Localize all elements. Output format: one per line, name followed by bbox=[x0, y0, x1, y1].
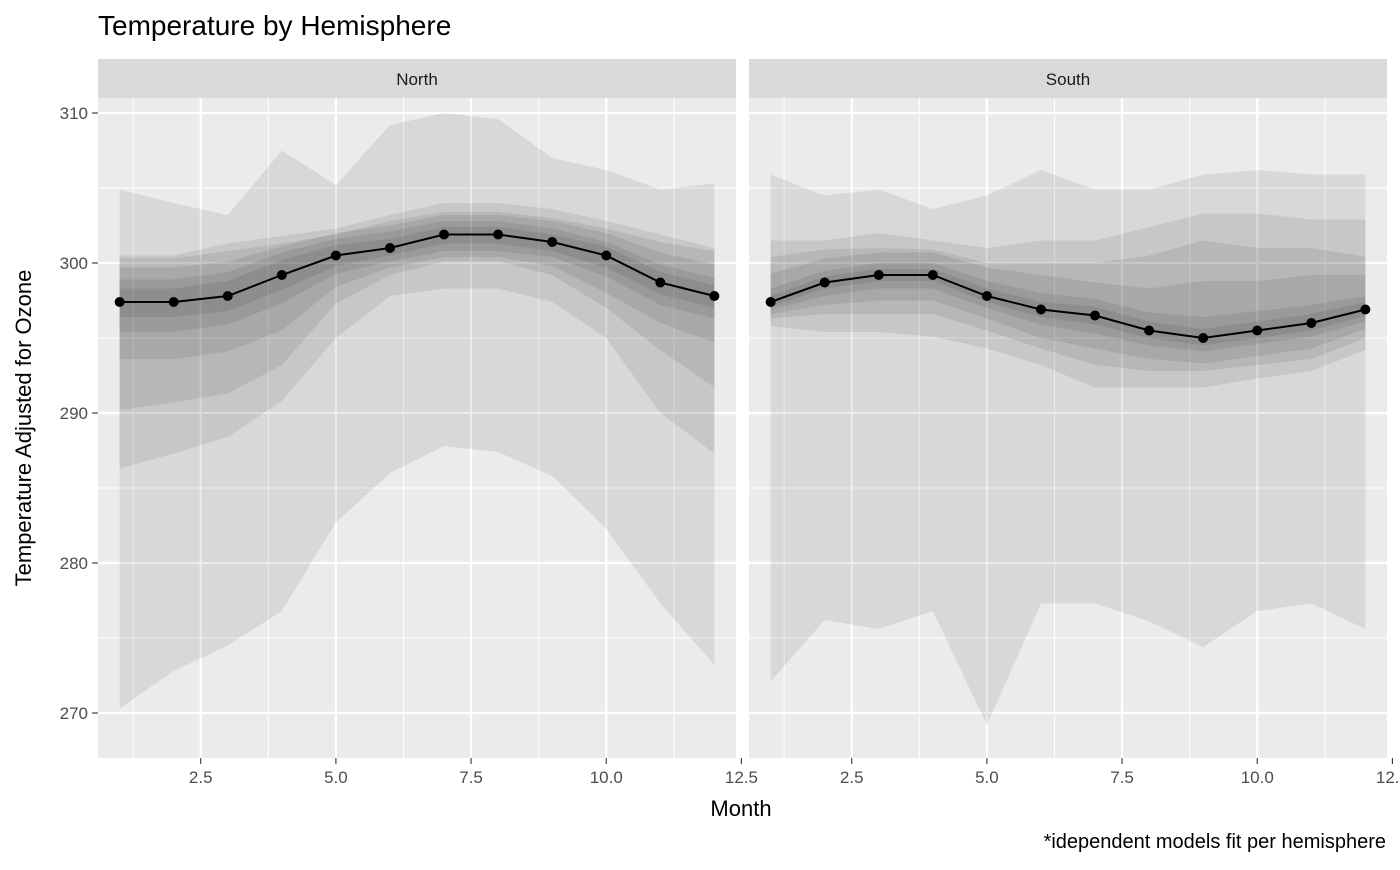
data-point bbox=[384, 243, 395, 253]
data-point bbox=[330, 250, 341, 261]
chart-caption: *idependent models fit per hemisphere bbox=[1044, 831, 1386, 853]
data-point bbox=[222, 291, 233, 301]
uncertainty-band-5 bbox=[770, 263, 1366, 352]
data-point bbox=[1360, 304, 1371, 315]
uncertainty-band-6 bbox=[770, 269, 1366, 346]
series-line bbox=[119, 233, 715, 303]
data-point bbox=[276, 270, 287, 280]
x-tick-label: 12.5 bbox=[1376, 768, 1400, 787]
y-tick-label: 310 bbox=[60, 104, 88, 123]
y-tick-label: 290 bbox=[60, 404, 88, 423]
x-tick-label: 10.0 bbox=[590, 768, 623, 787]
x-tick-label: 10.0 bbox=[1241, 768, 1274, 787]
uncertainty-band-5 bbox=[119, 221, 715, 332]
facet-panel-south: South 2.5 5.0 7.5 10.0 12.5 bbox=[749, 59, 1400, 787]
uncertainty-band-3 bbox=[770, 240, 1366, 371]
data-point bbox=[1144, 325, 1155, 336]
data-point bbox=[765, 297, 776, 307]
y-tick-label: 280 bbox=[60, 554, 88, 573]
data-point bbox=[709, 291, 720, 301]
x-tick-label: 2.5 bbox=[189, 768, 213, 787]
facet-strip-label: North bbox=[396, 70, 438, 89]
x-tick-label: 5.0 bbox=[324, 768, 348, 787]
data-point bbox=[168, 297, 179, 307]
y-tick-label: 270 bbox=[60, 704, 88, 723]
x-tick-label: 7.5 bbox=[1110, 768, 1134, 787]
chart-title: Temperature by Hemisphere bbox=[98, 10, 451, 41]
data-point bbox=[1035, 304, 1046, 315]
data-point bbox=[114, 297, 125, 307]
uncertainty-band-1 bbox=[119, 113, 715, 709]
data-point bbox=[981, 291, 992, 301]
panel-background bbox=[749, 98, 1387, 758]
data-point bbox=[601, 250, 612, 261]
uncertainty-band-3 bbox=[119, 203, 715, 410]
data-point bbox=[547, 237, 558, 247]
y-axis-label: Temperature Adjusted for Ozone bbox=[11, 270, 36, 587]
series-line bbox=[770, 274, 1366, 340]
x-tick-label: 2.5 bbox=[840, 768, 864, 787]
y-tick-label: 300 bbox=[60, 254, 88, 273]
data-point bbox=[655, 277, 666, 288]
data-point bbox=[873, 270, 884, 280]
x-tick-label: 7.5 bbox=[459, 768, 483, 787]
data-point bbox=[819, 277, 830, 288]
facet-strip-label: South bbox=[1046, 70, 1090, 89]
facet-strip bbox=[98, 59, 736, 98]
uncertainty-band-4 bbox=[119, 215, 715, 359]
facet-panel-north: North 2.5 5.0 7.5 10.0 12.5 bbox=[98, 59, 758, 787]
panel-background bbox=[98, 98, 736, 758]
data-point bbox=[493, 229, 504, 240]
facet-strip bbox=[749, 59, 1387, 98]
data-point bbox=[439, 229, 450, 240]
data-point bbox=[1252, 325, 1263, 336]
uncertainty-band-2 bbox=[119, 212, 715, 469]
x-axis-label: Month bbox=[710, 796, 771, 821]
data-point bbox=[1306, 318, 1317, 328]
data-point bbox=[1090, 310, 1101, 321]
uncertainty-band-2 bbox=[770, 213, 1366, 388]
data-point bbox=[1198, 333, 1209, 343]
uncertainty-band-1 bbox=[770, 170, 1366, 725]
uncertainty-band-6 bbox=[119, 227, 715, 317]
data-point bbox=[927, 270, 938, 280]
x-tick-label: 5.0 bbox=[975, 768, 999, 787]
x-tick-label: 12.5 bbox=[725, 768, 758, 787]
